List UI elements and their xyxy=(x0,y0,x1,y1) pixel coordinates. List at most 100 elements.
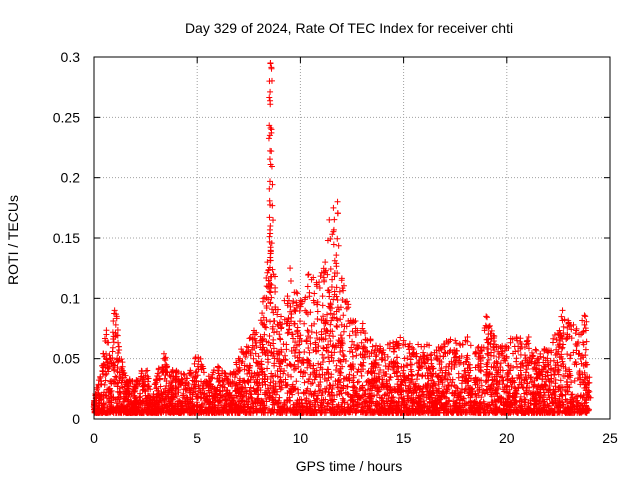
data-point-cloud xyxy=(487,391,494,398)
data-point-cloud xyxy=(272,391,279,398)
data-point-cloud xyxy=(246,335,253,342)
data-point-cloud xyxy=(180,370,187,377)
data-point-cloud xyxy=(344,390,351,397)
data-point-cloud xyxy=(467,342,474,349)
data-point-cloud xyxy=(288,389,295,396)
data-point-cloud xyxy=(328,374,335,381)
data-point-cloud xyxy=(270,317,277,324)
data-point-cloud xyxy=(465,399,472,406)
x-tick-label: 10 xyxy=(293,430,309,446)
data-point-cloud xyxy=(191,360,198,367)
data-point-cloud xyxy=(453,399,460,406)
data-point-cloud xyxy=(337,357,344,364)
data-point-cloud xyxy=(292,339,299,346)
data-point-cloud xyxy=(278,313,285,320)
data-point-cloud xyxy=(311,290,318,297)
data-point-cloud xyxy=(288,348,295,355)
data-point-cloud xyxy=(405,343,412,350)
data-point-cloud xyxy=(325,303,332,310)
data-point-cloud xyxy=(205,373,212,380)
data-point-cloud xyxy=(394,354,401,361)
data-point-cloud xyxy=(531,360,538,367)
data-point-cloud xyxy=(456,354,463,361)
chart-title: Day 329 of 2024, Rate Of TEC Index for r… xyxy=(185,20,513,36)
data-point-cloud xyxy=(488,335,495,342)
data-point-cloud xyxy=(483,386,490,393)
data-point-cloud xyxy=(235,398,242,405)
data-point-cloud xyxy=(379,395,386,402)
x-tick-label: 20 xyxy=(499,430,515,446)
data-point-cloud xyxy=(316,371,323,378)
data-point-cloud xyxy=(442,369,449,376)
data-point-cloud xyxy=(268,370,275,377)
data-point-cloud xyxy=(445,370,452,377)
data-point-cloud xyxy=(499,352,506,359)
data-point-cloud xyxy=(263,317,270,324)
data-point-cloud xyxy=(327,321,334,328)
data-point-cloud xyxy=(274,311,281,318)
data-point-cloud xyxy=(266,333,273,340)
data-point-cloud xyxy=(417,362,424,369)
x-axis-label: GPS time / hours xyxy=(296,458,403,474)
data-point-cloud xyxy=(406,379,413,386)
data-point-cloud xyxy=(362,398,369,405)
data-point-cloud xyxy=(336,288,343,295)
data-point-cloud xyxy=(379,376,386,383)
data-point-cloud xyxy=(485,351,492,358)
data-point-cloud xyxy=(247,384,254,391)
data-point-cloud xyxy=(567,352,574,359)
data-point-cloud xyxy=(570,321,577,328)
data-point-cloud xyxy=(326,358,333,365)
data-point-cloud xyxy=(439,379,446,386)
data-point-cloud xyxy=(241,366,248,373)
data-point-cloud xyxy=(522,399,529,406)
data-point-cloud xyxy=(486,370,493,377)
data-point-cloud xyxy=(301,320,308,327)
data-point-cloud xyxy=(317,273,324,280)
data-point-cloud xyxy=(314,398,321,405)
data-point-cloud xyxy=(220,381,227,388)
y-tick-label: 0.2 xyxy=(61,170,81,186)
data-point-cloud xyxy=(435,372,442,379)
data-point-cloud xyxy=(457,342,464,349)
data-point-cloud xyxy=(268,282,275,289)
data-point-cloud xyxy=(320,313,327,320)
data-point-cloud xyxy=(579,329,586,336)
y-axis-label: ROTI / TECUs xyxy=(5,195,21,285)
data-point-cloud xyxy=(461,367,468,374)
data-point-cloud xyxy=(354,368,361,375)
data-point-cloud xyxy=(233,359,240,366)
data-point-cloud xyxy=(294,290,301,297)
data-point-cloud xyxy=(285,297,292,304)
data-point-cloud xyxy=(318,269,325,276)
data-point-cloud xyxy=(527,390,534,397)
data-point-cloud xyxy=(427,352,434,359)
data-point-cloud xyxy=(284,371,291,378)
data-point-cloud xyxy=(315,392,322,399)
data-point-cloud xyxy=(352,325,359,332)
x-tick-label: 5 xyxy=(193,430,201,446)
data-point-cloud xyxy=(287,397,294,404)
data-point-cloud xyxy=(560,341,567,348)
data-point-cloud xyxy=(437,345,444,352)
data-point-cloud xyxy=(559,344,566,351)
data-point-cloud xyxy=(346,348,353,355)
data-point-cloud xyxy=(200,369,207,376)
data-point-cloud xyxy=(250,327,257,334)
data-point-cloud xyxy=(407,366,414,373)
data-point-cloud xyxy=(319,302,326,309)
data-point-cloud xyxy=(238,346,245,353)
data-point-cloud xyxy=(346,332,353,339)
data-point-cloud xyxy=(240,349,247,356)
y-tick-label: 0.1 xyxy=(61,290,81,306)
data-point-cloud xyxy=(533,347,540,354)
data-point-cloud xyxy=(483,377,490,384)
data-point-cloud xyxy=(488,327,495,334)
data-point-cloud xyxy=(270,345,277,352)
data-point-cloud xyxy=(337,372,344,379)
data-point-cloud xyxy=(382,363,389,370)
data-point-cloud xyxy=(499,374,506,381)
y-tick-label: 0.25 xyxy=(53,109,80,125)
data-point-cloud xyxy=(304,283,311,290)
